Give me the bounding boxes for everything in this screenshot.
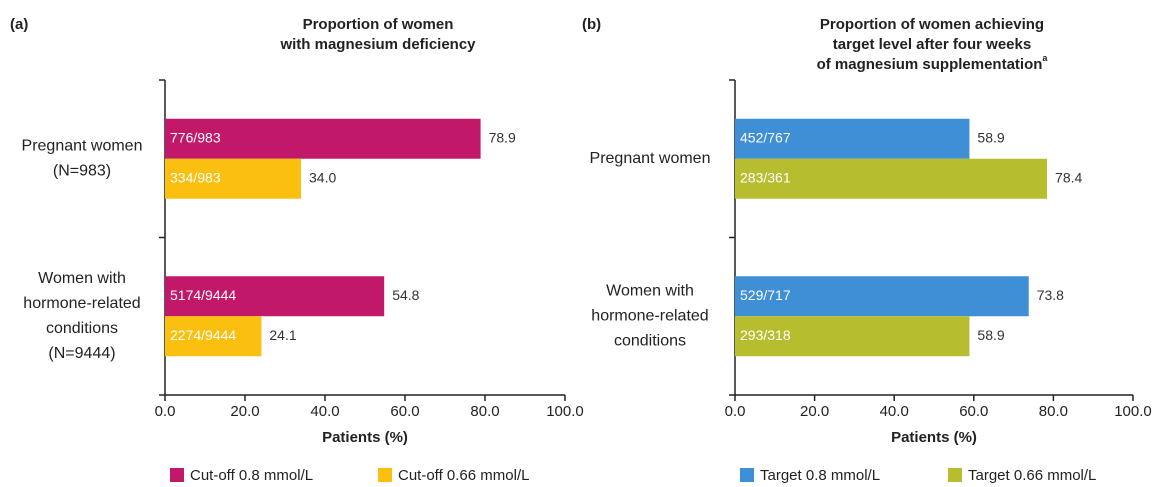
- category-label: hormone-related: [23, 295, 140, 312]
- x-tick-label: 40.0: [310, 403, 339, 420]
- category-label: conditions: [46, 320, 118, 337]
- x-tick-label: 0.0: [725, 403, 746, 420]
- legend-swatch: [170, 468, 184, 482]
- legend-label: Cut-off 0.8 mmol/L: [190, 467, 313, 484]
- bar-label: 5174/9444: [170, 287, 236, 303]
- value-label: 78.4: [1055, 169, 1082, 185]
- x-tick-label: 100.0: [1114, 403, 1152, 420]
- value-label: 54.8: [392, 287, 419, 303]
- bar-label: 529/717: [740, 287, 791, 303]
- bar-label: 776/983: [170, 129, 221, 145]
- bar: [165, 316, 262, 357]
- category-label: Women with: [606, 282, 694, 299]
- legend-label: Cut-off 0.66 mmol/L: [398, 467, 529, 484]
- category-label: Pregnant women: [590, 150, 711, 167]
- bar-label: 334/983: [170, 169, 221, 185]
- chart-title: Proportion of women: [303, 16, 454, 33]
- bar-label: 283/361: [740, 169, 791, 185]
- bar-label: 293/318: [740, 327, 791, 343]
- title-text: of magnesium supplementation: [817, 56, 1043, 73]
- x-tick-label: 20.0: [800, 403, 829, 420]
- legend-swatch: [378, 468, 392, 482]
- bar: [165, 158, 301, 199]
- category-label: (N=983): [53, 162, 111, 179]
- x-axis-label: Patients (%): [891, 429, 977, 446]
- legend-label: Target 0.66 mmol/L: [968, 467, 1096, 484]
- bar: [165, 118, 481, 159]
- panel-label: (a): [10, 16, 28, 33]
- legend-label: Target 0.8 mmol/L: [760, 467, 880, 484]
- bar-label: 452/767: [740, 129, 791, 145]
- value-label: 34.0: [309, 169, 336, 185]
- title-note: a: [1042, 53, 1048, 63]
- x-axis-label: Patients (%): [322, 429, 408, 446]
- value-label: 58.9: [977, 327, 1004, 343]
- bar: [735, 276, 1029, 317]
- chart-title: Proportion of women achieving: [820, 16, 1044, 33]
- legend-swatch: [948, 468, 962, 482]
- x-tick-label: 80.0: [1039, 403, 1068, 420]
- chart-title: target level after four weeks: [833, 36, 1031, 53]
- bar: [165, 276, 385, 317]
- bar-label: 2274/9444: [170, 327, 236, 343]
- category-label: hormone-related: [591, 307, 708, 324]
- x-tick-label: 60.0: [390, 403, 419, 420]
- panel-label: (b): [582, 16, 601, 33]
- value-label: 73.8: [1037, 287, 1064, 303]
- chart-title: of magnesium supplementationa: [817, 53, 1049, 73]
- x-tick-label: 80.0: [470, 403, 499, 420]
- value-label: 58.9: [977, 129, 1004, 145]
- bar: [735, 158, 1048, 199]
- value-label: 24.1: [269, 327, 296, 343]
- legend-swatch: [740, 468, 754, 482]
- bar: [735, 118, 970, 159]
- category-label: Women with: [38, 270, 126, 287]
- category-label: (N=9444): [48, 345, 115, 362]
- value-label: 78.9: [489, 129, 516, 145]
- category-label: Pregnant women: [22, 137, 143, 154]
- x-tick-label: 20.0: [230, 403, 259, 420]
- x-tick-label: 40.0: [880, 403, 909, 420]
- x-tick-label: 60.0: [959, 403, 988, 420]
- bar: [735, 316, 970, 357]
- x-tick-label: 0.0: [155, 403, 176, 420]
- x-tick-label: 100.0: [546, 403, 584, 420]
- category-label: conditions: [614, 332, 686, 349]
- chart-title: with magnesium deficiency: [279, 36, 476, 53]
